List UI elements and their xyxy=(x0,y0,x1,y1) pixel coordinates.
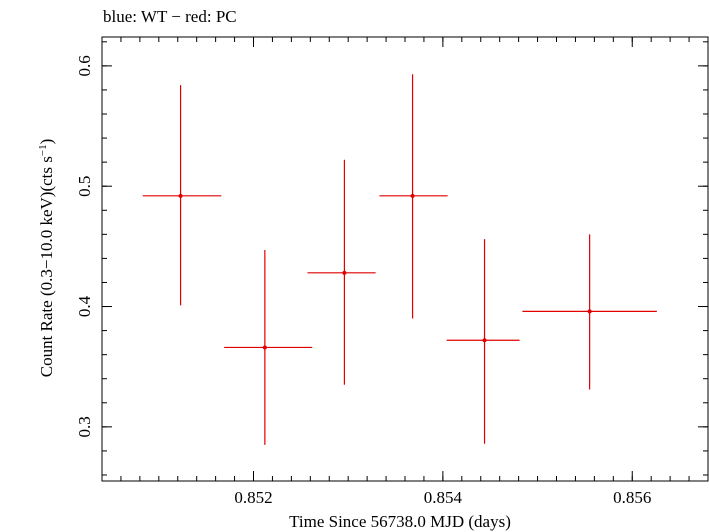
data-point xyxy=(307,159,376,385)
data-point xyxy=(379,74,448,319)
point-marker xyxy=(262,345,267,350)
y-axis-label: Count Rate (0.3−10.0 keV)(cts s−1) xyxy=(37,139,56,378)
point-marker xyxy=(342,270,347,275)
point-marker xyxy=(178,193,183,198)
y-tick-label: 0.6 xyxy=(75,55,94,76)
y-axis-ticks xyxy=(102,41,708,476)
data-point xyxy=(224,249,313,445)
data-points xyxy=(142,74,657,445)
data-point xyxy=(446,239,520,444)
x-tick-labels: 0.852 0.854 0.856 xyxy=(234,488,651,507)
y-axis-label-close: ) xyxy=(37,139,56,145)
y-tick-label: 0.5 xyxy=(75,176,94,197)
data-point xyxy=(522,234,657,390)
y-tick-labels: 0.3 0.4 0.5 0.6 xyxy=(75,55,94,437)
plot-frame xyxy=(101,36,709,482)
y-axis-label-exponent: −1 xyxy=(37,144,49,156)
y-axis-label-main: Count Rate (0.3−10.0 keV)(cts s xyxy=(37,156,56,377)
x-tick-label: 0.852 xyxy=(234,488,272,507)
y-tick-label: 0.4 xyxy=(75,295,94,317)
data-point xyxy=(142,85,222,306)
point-marker xyxy=(482,338,487,343)
x-axis-ticks xyxy=(101,37,709,481)
x-tick-label: 0.856 xyxy=(613,488,651,507)
point-marker xyxy=(410,193,415,198)
x-tick-label: 0.854 xyxy=(424,488,463,507)
point-marker xyxy=(587,309,592,314)
x-axis-label: Time Since 56738.0 MJD (days) xyxy=(289,512,511,531)
chart-title: blue: WT − red: PC xyxy=(103,7,237,26)
plot-border xyxy=(101,36,709,482)
y-tick-label: 0.3 xyxy=(75,416,94,437)
